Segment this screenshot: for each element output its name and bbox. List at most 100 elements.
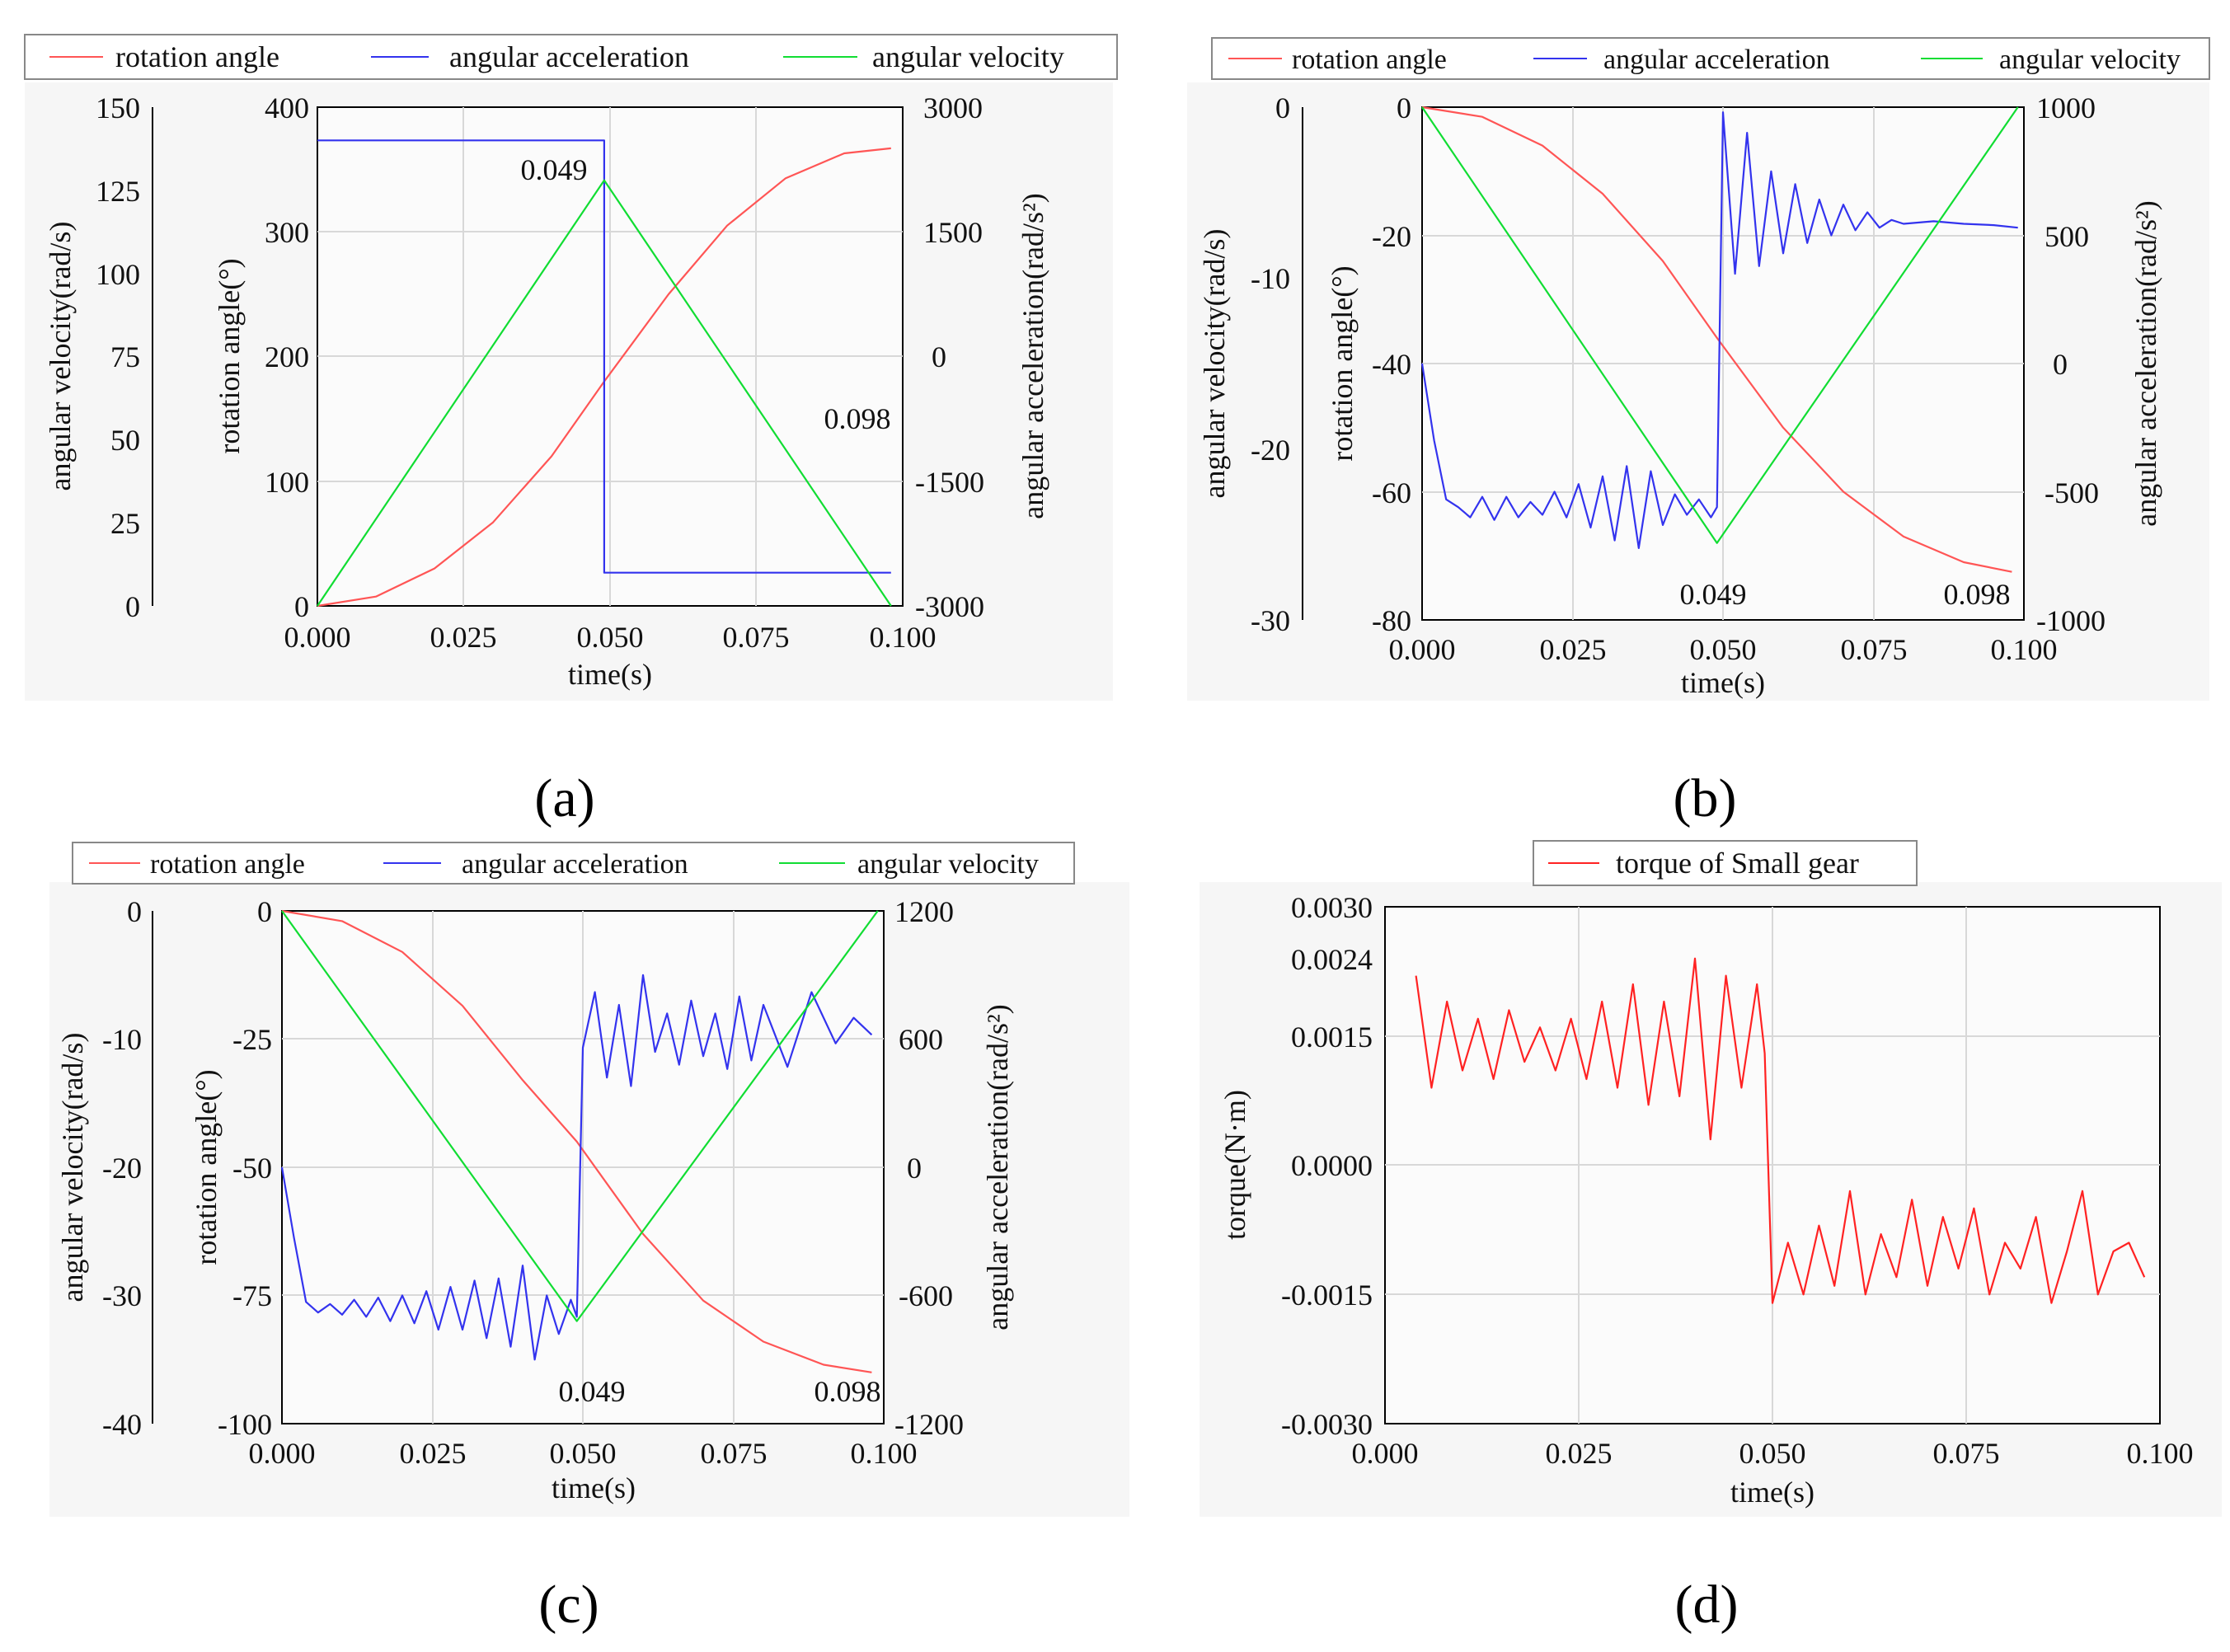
panel-c-annotation-0098: 0.098 [815,1375,881,1408]
panel-c-angle-tick-4: 0 [257,895,272,928]
panel-a-acc-tick-4: 3000 [923,92,983,124]
panel-a-vel-tick-2: 50 [110,424,140,457]
panel-c: -40 -30 -20 -10 0 angular velocity(rad/s… [49,842,1129,1635]
panel-a-x-ticks: 0.000 0.025 0.050 0.075 0.100 [284,621,937,654]
panel-c-x-axis-label: time(s) [552,1471,636,1504]
panel-d-x-tick-0: 0.000 [1352,1437,1419,1470]
panel-a-x-tick-4: 0.100 [870,621,937,654]
panel-b-acc-tick-1: -500 [2045,476,2099,509]
panel-a-annotation-0098: 0.098 [824,402,891,435]
panel-c-angle-tick-0: -100 [218,1408,272,1441]
panel-b-x-tick-3: 0.075 [1841,633,1908,666]
panel-b-acc-tick-3: 500 [2045,220,2089,253]
panel-b-vel-tick-1: -20 [1251,434,1290,467]
panel-c-annotation-0049: 0.049 [559,1375,626,1408]
panel-a-label: (a) [534,768,594,828]
panel-d-y-ticks: -0.0030 -0.0015 0.0000 0.0015 0.0024 0.0… [1281,891,1373,1441]
panel-a-legend-box [24,34,1118,80]
panel-a-angle-tick-1: 100 [265,466,309,499]
panel-c-accel-axis-label: angular acceleration(rad/s²) [981,1004,1014,1331]
panel-c-label: (c) [538,1575,599,1635]
panel-a-x-axis-label: time(s) [568,658,652,691]
panel-d-x-tick-3: 0.075 [1933,1437,2000,1470]
panel-c-acc-tick-2: 0 [907,1152,922,1185]
panel-a-angle-tick-3: 300 [265,216,309,249]
panel-b-legend: rotation angle angular acceleration angu… [1211,37,2210,80]
panel-a-x-tick-2: 0.050 [577,621,644,654]
panel-d-x-ticks: 0.000 0.025 0.050 0.075 0.100 [1352,1437,2194,1470]
panel-a-x-tick-3: 0.075 [723,621,790,654]
panel-b-legend-acceleration: angular acceleration [1603,45,1830,75]
panel-b-angle-tick-2: -40 [1372,348,1411,381]
panel-d-y-tick-3: 0.0015 [1291,1021,1373,1054]
panel-c-vel-tick-0: -40 [102,1408,142,1441]
panel-b-velocity-ticks: -30 -20 -10 0 [1251,92,1290,637]
panel-c-vel-tick-4: 0 [127,895,142,928]
panel-c-legend-acceleration: angular acceleration [462,849,688,880]
panel-c-acc-tick-0: -1200 [894,1408,964,1441]
panel-a-legend-velocity: angular velocity [872,40,1064,73]
panel-a-annotation-0049: 0.049 [521,153,588,186]
panel-b-x-axis-label: time(s) [1681,666,1765,699]
panel-d: -0.0030 -0.0015 0.0000 0.0015 0.0024 0.0… [1200,840,2222,1635]
panel-d-label: (d) [1675,1575,1739,1635]
panel-a-vel-tick-0: 0 [125,590,140,623]
panel-d-series-torque [1415,957,2146,1304]
panel-a-accel-ticks: -3000 -1500 0 1500 3000 [915,92,984,623]
panel-a-acc-tick-2: 0 [932,340,946,373]
panel-a-series-angular-acceleration [317,139,891,574]
panel-b-accel-ticks: -1000 -500 0 500 1000 [2036,92,2106,637]
panel-b-angle-tick-1: -60 [1372,476,1411,509]
panel-c-legend-velocity: angular velocity [857,849,1039,880]
panel-b-vel-tick-0: -30 [1251,604,1290,637]
panel-c-series-angular-acceleration [280,974,873,1361]
panel-d-legend: torque of Small gear [1533,840,1918,886]
panel-d-x-axis-label: time(s) [1730,1476,1815,1509]
panel-d-y-tick-0: -0.0030 [1281,1408,1373,1441]
panel-c-acc-tick-1: -600 [899,1279,953,1312]
panel-c-velocity-axis-label: angular velocity(rad/s) [56,1033,89,1302]
panel-c-acc-tick-4: 1200 [894,895,954,928]
panel-b-angle-axis-label: rotation angle(°) [1326,265,1359,461]
panel-c-legend-box [72,842,1075,885]
panel-a-angle-axis-label: rotation angle(°) [213,258,246,453]
panel-b-grid [1422,107,2024,620]
panel-b-angle-tick-3: -20 [1372,220,1411,253]
panel-a-acc-tick-0: -3000 [915,590,984,623]
panel-a-angle-tick-2: 200 [265,340,309,373]
panel-b-x-tick-4: 0.100 [1991,633,2058,666]
panel-a-velocity-ticks: 0 25 50 75 100 125 150 [96,92,140,623]
panel-a-acc-tick-3: 1500 [923,216,983,249]
panel-b-accel-axis-label: angular acceleration(rad/s²) [2129,200,2162,527]
panel-c-vel-tick-3: -10 [102,1023,142,1056]
panel-a-vel-tick-5: 125 [96,175,140,208]
panel-b-legend-rotation: rotation angle [1292,45,1447,75]
panel-a-angle-tick-4: 400 [265,92,309,124]
panel-b-vel-tick-3: 0 [1275,92,1290,124]
panel-b-legend-box [1211,37,2210,80]
panel-c-vel-tick-1: -30 [102,1279,142,1312]
panel-a-accel-axis-label: angular acceleration(rad/s²) [1016,193,1049,519]
panel-a-vel-tick-3: 75 [110,340,140,373]
panel-b-vel-tick-2: -10 [1251,262,1290,295]
panel-b-angle-ticks: -80 -60 -40 -20 0 [1372,92,1411,637]
panel-d-y-tick-5: 0.0030 [1291,891,1373,924]
panel-a-legend-rotation: rotation angle [115,40,279,73]
panel-d-x-tick-1: 0.025 [1546,1437,1613,1470]
panel-c-legend-rotation: rotation angle [150,849,305,880]
panel-a-legend: rotation angle angular acceleration angu… [24,34,1118,80]
panel-c-angle-ticks: -100 -75 -50 -25 0 [218,895,272,1441]
panel-b: -30 -20 -10 0 angular velocity(rad/s) -8… [1187,37,2210,828]
panel-b-x-tick-0: 0.000 [1389,633,1456,666]
panel-a-angle-tick-0: 0 [294,590,309,623]
panel-b-acc-tick-0: -1000 [2036,604,2106,637]
panel-c-legend: rotation angle angular acceleration angu… [72,842,1075,885]
panel-d-y-tick-2: 0.0000 [1291,1149,1373,1182]
panel-a-vel-tick-4: 100 [96,258,140,291]
panel-a: 0 25 50 75 100 125 150 angular velocity (… [24,34,1118,828]
panel-c-x-tick-1: 0.025 [400,1437,467,1470]
panel-b-series-angular-velocity [1421,106,2019,544]
panel-a-vel-tick-6: 150 [96,92,140,124]
panel-a-legend-acceleration: angular acceleration [449,40,689,73]
